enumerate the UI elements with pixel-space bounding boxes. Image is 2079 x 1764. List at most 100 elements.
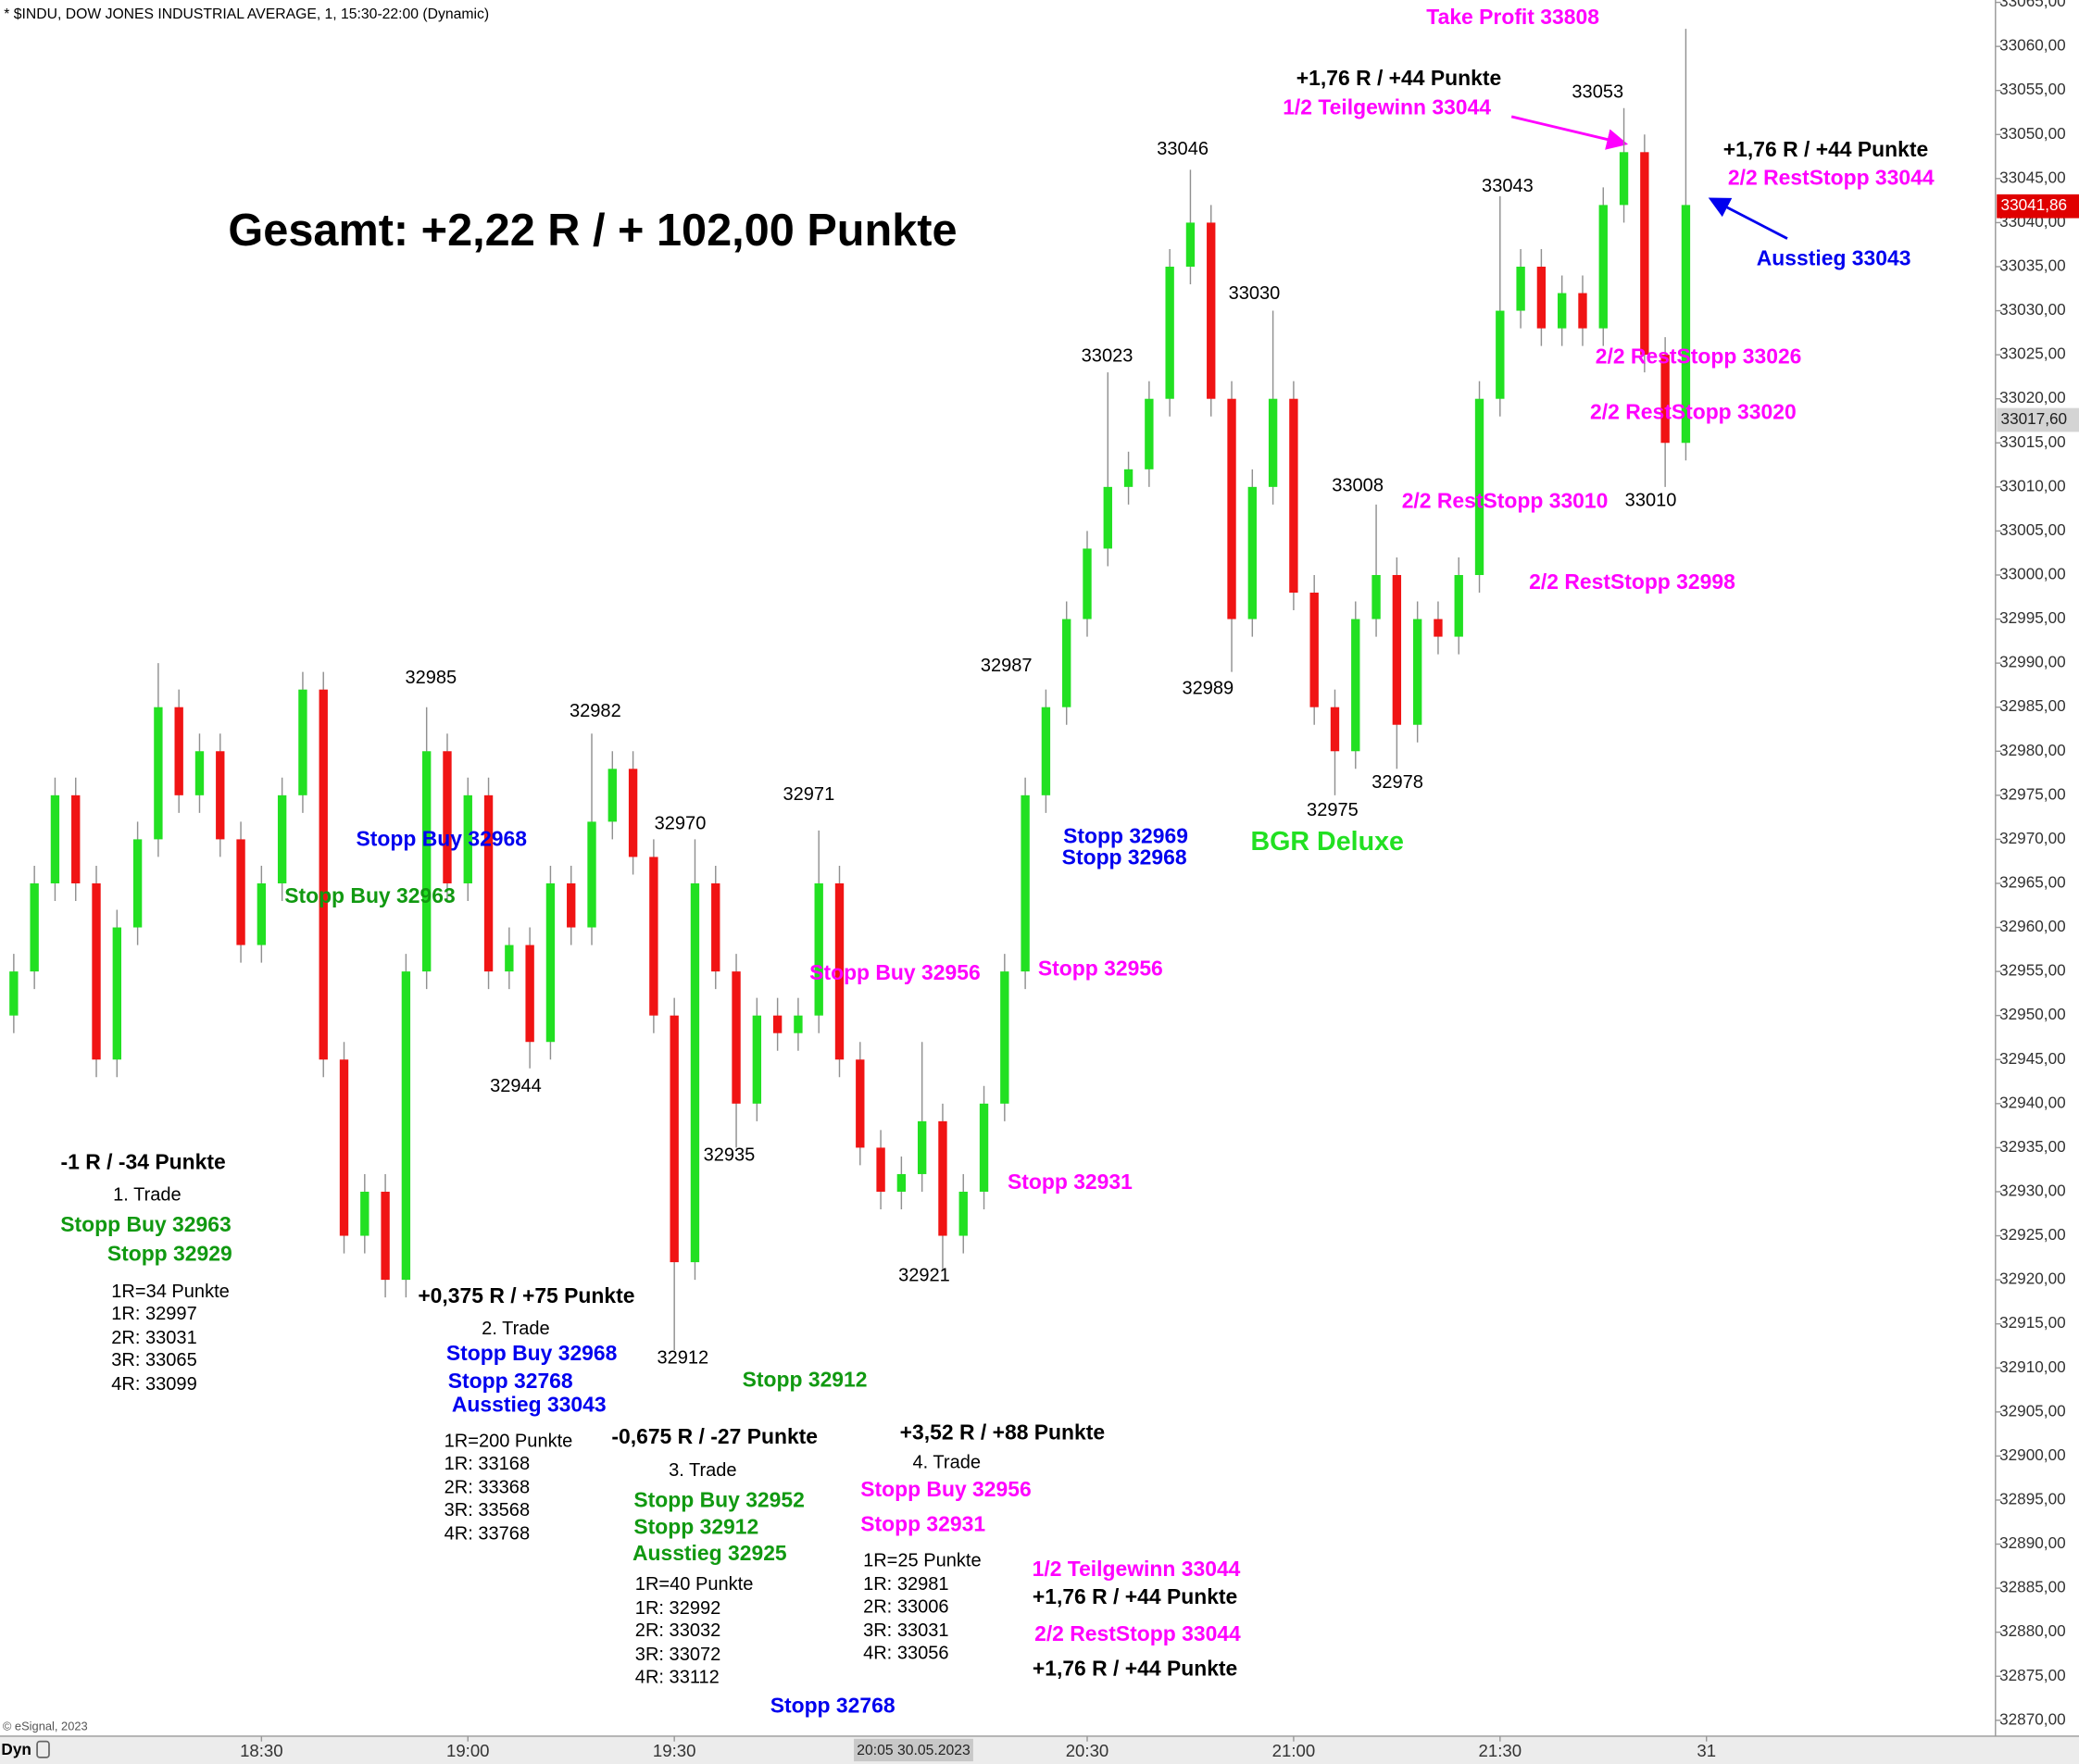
annotation: 3R: 33072 [635, 1645, 720, 1665]
price-label: 33053 [1572, 81, 1623, 102]
arrow [1510, 115, 1629, 150]
candle-body [1103, 486, 1112, 549]
candle-body [463, 794, 472, 883]
price-label: 32982 [570, 701, 621, 721]
candle-body [339, 1059, 349, 1236]
candle-body [483, 794, 494, 972]
annotation: Ausstieg 33043 [1757, 246, 1911, 270]
candle-body [567, 882, 576, 928]
candle-body [896, 1173, 907, 1192]
y-tick-label: 33025,00 [1999, 344, 2066, 363]
annotation: 2/2 RestStopp 32998 [1529, 569, 1735, 594]
price-label: 32975 [1307, 800, 1359, 820]
annotation: Stopp 32931 [860, 1511, 985, 1535]
candle-body [628, 769, 638, 857]
candle-body [1681, 205, 1691, 444]
price-label: 32987 [981, 656, 1033, 676]
candle-body [1021, 794, 1030, 972]
annotation: 1R=40 Punkte [635, 1574, 754, 1595]
candle-body [298, 689, 307, 795]
price-label: 32989 [1182, 679, 1234, 699]
y-tick-label: 33030,00 [1999, 300, 2066, 319]
candle-body [1392, 574, 1402, 725]
price-label: 32921 [898, 1266, 950, 1286]
annotation: Stopp Buy 32956 [860, 1477, 1032, 1501]
price-tag [1997, 194, 2079, 219]
annotation: Stopp Buy 32963 [284, 883, 456, 907]
annotation: Take Profit 33808 [1426, 5, 1599, 29]
candle-body [1041, 707, 1051, 795]
candle-body [132, 839, 143, 928]
candle-body [216, 751, 225, 840]
annotation: 1R=34 Punkte [111, 1282, 230, 1302]
candle-body [1660, 355, 1670, 444]
annotation: 3R: 33031 [863, 1620, 948, 1641]
annotation: Stopp Buy 32968 [446, 1341, 618, 1365]
y-tick-label: 32985,00 [1999, 696, 2066, 715]
x-tick-label: 18:30 [240, 1741, 283, 1760]
annotation: 3R: 33568 [445, 1500, 530, 1520]
candle-body [525, 945, 534, 1043]
candle-body [236, 839, 245, 945]
lock-icon [36, 1740, 50, 1758]
annotation: 3. Trade [669, 1460, 737, 1481]
annotation: +1,76 R / +44 Punkte [1723, 137, 1928, 161]
annotation: 1R=200 Punkte [445, 1432, 573, 1452]
annotation: 2R: 33032 [635, 1620, 720, 1641]
annotation: 1R: 33168 [445, 1454, 530, 1474]
annotation: Stopp 32912 [743, 1367, 868, 1391]
annotation: Stopp 32968 [1062, 845, 1187, 869]
price-label: 32912 [658, 1347, 709, 1368]
annotation: 4R: 33768 [445, 1524, 530, 1545]
candle-body [1351, 619, 1360, 752]
candle-body [1640, 152, 1649, 356]
y-tick-label: 33050,00 [1999, 124, 2066, 143]
candle-body [1558, 293, 1567, 329]
candle-body [1123, 469, 1133, 487]
candle-body [360, 1191, 369, 1236]
candle-body [194, 751, 205, 795]
y-tick-label: 32920,00 [1999, 1270, 2066, 1288]
annotation: 2/2 RestStopp 33044 [1034, 1621, 1241, 1645]
price-label: 33030 [1229, 283, 1281, 304]
annotation: +0,375 R / +75 Punkte [418, 1283, 634, 1307]
candle-body [917, 1120, 927, 1174]
candle-body [1207, 222, 1216, 399]
candle-body [814, 882, 823, 1016]
candle-body [1309, 593, 1319, 707]
candle-body [277, 794, 287, 883]
candle-body [1227, 398, 1236, 619]
annotation: 4. Trade [913, 1452, 982, 1472]
candle-body [1289, 398, 1298, 594]
annotation: Stopp Buy 32968 [357, 826, 528, 850]
annotation: 4R: 33112 [635, 1667, 720, 1687]
candle-body [1496, 310, 1505, 399]
x-tick-label: 20:30 [1066, 1741, 1109, 1760]
candle-body [711, 882, 720, 972]
candle-body [772, 1015, 783, 1033]
price-label: 32944 [490, 1076, 542, 1096]
x-tick-label: 19:00 [446, 1741, 490, 1760]
y-tick-label: 33035,00 [1999, 256, 2066, 275]
y-tick-label: 33000,00 [1999, 565, 2066, 583]
candle-body [649, 857, 658, 1016]
candle-body [505, 945, 514, 972]
candle-body [587, 821, 596, 928]
y-tick-label: 32965,00 [1999, 873, 2066, 892]
annotation: +1,76 R / +44 Punkte [1296, 66, 1501, 90]
y-tick-label: 33065,00 [1999, 0, 2066, 10]
annotation: 3R: 33065 [111, 1350, 196, 1370]
annotation: 2R: 33006 [863, 1596, 948, 1617]
candle-body [690, 882, 700, 1263]
y-tick-label: 32895,00 [1999, 1489, 2066, 1508]
candle-body [834, 882, 845, 1060]
annotation: +3,52 R / +88 Punkte [900, 1420, 1105, 1445]
price-label: 33046 [1157, 139, 1209, 159]
candle-body [1268, 398, 1278, 487]
annotation: Stopp 32912 [633, 1514, 758, 1538]
y-tick-label: 33060,00 [1999, 36, 2066, 55]
annotation: 2. Trade [482, 1319, 550, 1339]
candle-body [112, 927, 121, 1060]
